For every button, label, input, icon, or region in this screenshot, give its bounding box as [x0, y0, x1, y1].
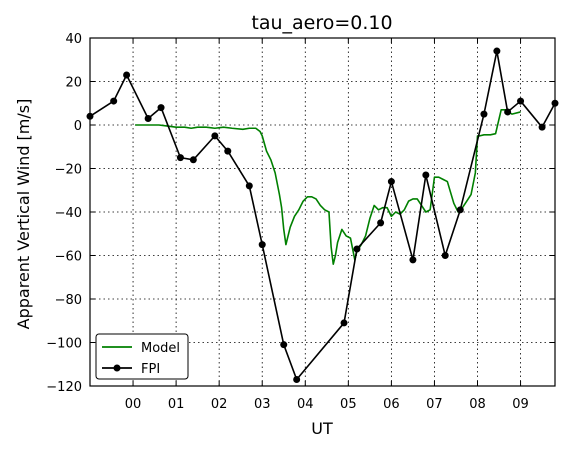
x-tick-label: 04 [297, 397, 314, 412]
y-tick-label: −80 [55, 293, 82, 308]
x-tick-label: 09 [512, 397, 529, 412]
x-tick-label: 02 [211, 397, 228, 412]
data-point-fpi [409, 256, 417, 264]
data-point-fpi [280, 341, 288, 349]
data-point-fpi [224, 147, 232, 155]
x-tick-label: 03 [254, 397, 271, 412]
x-tick-label: 05 [340, 397, 357, 412]
y-tick-label: −40 [55, 206, 82, 221]
data-point-fpi [176, 154, 184, 162]
x-axis-label: UT [311, 419, 333, 438]
y-tick-label: −100 [46, 337, 82, 352]
plot-frame [89, 37, 556, 387]
legend-fpi-marker [113, 364, 121, 372]
data-point-fpi [110, 97, 118, 105]
y-tick-label: 0 [74, 119, 82, 134]
data-point-fpi [189, 156, 197, 164]
data-point-fpi [377, 219, 385, 227]
data-point-fpi [387, 178, 395, 186]
data-point-fpi [258, 241, 266, 249]
data-point-fpi [456, 206, 464, 214]
legend: Model FPI [95, 333, 189, 380]
series-line-fpi [89, 50, 556, 381]
data-point-fpi [493, 47, 501, 55]
data-point-fpi [422, 171, 430, 179]
data-point-fpi [123, 71, 131, 79]
data-point-fpi [211, 132, 219, 140]
data-point-fpi [441, 252, 449, 259]
data-point-fpi [144, 114, 152, 122]
grid-lines [90, 38, 555, 386]
y-tick-label: 40 [65, 32, 82, 47]
data-point-fpi [245, 182, 253, 190]
data-point-fpi [517, 97, 525, 105]
data-point-fpi [480, 110, 488, 118]
x-tick-label: 07 [426, 397, 443, 412]
legend-fpi-label: FPI [141, 362, 160, 377]
data-point-fpi [538, 123, 546, 131]
y-tick-label: −120 [46, 380, 82, 395]
x-tick-label: 00 [125, 397, 142, 412]
series-fpi [86, 47, 559, 383]
y-tick-label: 20 [65, 76, 82, 91]
y-tick-label: −60 [55, 250, 82, 265]
y-axis-label: Apparent Vertical Wind [m/s] [14, 99, 33, 330]
data-point-fpi [157, 104, 165, 112]
data-point-fpi [353, 245, 361, 253]
data-point-fpi [293, 375, 301, 383]
legend-model-label: Model [141, 341, 180, 356]
x-tick-label: 06 [383, 397, 400, 412]
x-axis: 00 01 02 03 04 05 06 07 08 09 [125, 38, 529, 412]
x-tick-label: 08 [469, 397, 486, 412]
series-line-model [135, 108, 521, 266]
x-tick-label: 01 [168, 397, 185, 412]
chart-title: tau_aero=0.10 [251, 12, 392, 34]
data-point-fpi [340, 319, 348, 327]
data-point-fpi [504, 108, 512, 116]
series-model [135, 108, 521, 266]
y-tick-label: −20 [55, 163, 82, 178]
